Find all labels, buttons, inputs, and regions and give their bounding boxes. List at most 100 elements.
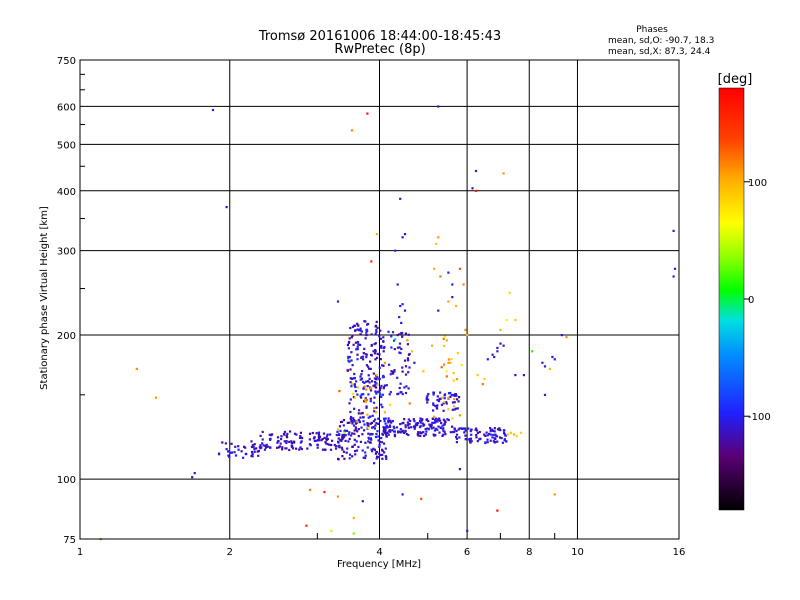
data-point (398, 333, 401, 336)
data-point (242, 456, 245, 459)
data-point (369, 389, 373, 392)
data-point (135, 367, 138, 370)
data-point (348, 421, 351, 424)
data-point (350, 359, 353, 362)
data-point (283, 440, 286, 443)
data-point (385, 384, 388, 387)
data-point (375, 411, 378, 414)
data-point (256, 450, 259, 453)
data-point (427, 428, 430, 431)
data-point (428, 423, 431, 426)
data-point (351, 325, 355, 329)
data-point (360, 373, 363, 376)
data-point (230, 442, 233, 445)
data-point (370, 343, 373, 347)
data-point (380, 395, 383, 398)
data-point (400, 347, 403, 351)
data-point (354, 396, 357, 399)
y-tick-label: 500 (57, 140, 76, 151)
data-point (367, 422, 370, 425)
data-point (502, 172, 505, 175)
data-point (263, 448, 266, 451)
data-point (361, 433, 364, 436)
data-point (437, 418, 440, 421)
data-point (281, 446, 284, 449)
data-point (369, 433, 372, 436)
data-point (295, 447, 298, 450)
data-point (475, 434, 478, 437)
data-point (493, 430, 496, 433)
data-point (373, 427, 376, 430)
data-point (379, 453, 382, 457)
data-point (374, 390, 377, 393)
data-point (383, 384, 386, 387)
data-point (407, 333, 410, 336)
y-tick-label: 200 (57, 331, 76, 342)
y-tick-label: 750 (57, 56, 76, 67)
data-point (508, 291, 511, 294)
data-point (455, 407, 458, 410)
data-point (464, 427, 467, 430)
data-point (366, 446, 369, 449)
data-point (389, 419, 392, 422)
data-point (381, 449, 384, 452)
data-point (455, 436, 458, 439)
data-point (404, 430, 407, 433)
data-point (372, 420, 376, 423)
data-point (410, 426, 413, 429)
data-point (373, 410, 376, 413)
data-point (434, 421, 437, 424)
data-point (321, 438, 324, 441)
data-point (264, 444, 267, 447)
data-point (369, 415, 372, 418)
data-point (368, 381, 371, 384)
data-point (357, 428, 360, 431)
data-point (326, 437, 329, 441)
data-point (355, 449, 359, 452)
data-point (379, 387, 382, 390)
data-point (374, 332, 377, 335)
data-point (364, 320, 367, 323)
data-point (299, 441, 302, 444)
data-point (285, 440, 288, 443)
data-point (344, 434, 347, 437)
data-point (424, 433, 427, 436)
data-point (218, 452, 221, 455)
data-point (476, 374, 479, 377)
data-point (364, 401, 367, 404)
data-point (485, 431, 488, 434)
data-point (401, 366, 404, 369)
data-point (509, 431, 513, 434)
data-point (418, 426, 422, 429)
data-point (357, 329, 360, 332)
data-point (351, 445, 354, 448)
data-point (325, 435, 329, 438)
data-point (401, 236, 404, 239)
data-point (483, 377, 486, 380)
data-point (442, 409, 445, 412)
data-point (376, 430, 379, 433)
data-point (393, 370, 396, 373)
data-point (328, 443, 331, 446)
data-point (372, 401, 376, 404)
data-point (474, 189, 478, 192)
data-point (399, 428, 402, 431)
data-point (350, 434, 353, 437)
data-point (353, 438, 356, 441)
y-tick-label: 75 (63, 535, 76, 546)
data-point (355, 421, 358, 424)
colorbar-tick-label: -100 (748, 412, 771, 423)
data-point (382, 340, 385, 343)
data-point (397, 392, 400, 395)
data-point (340, 420, 344, 423)
data-point (384, 455, 387, 458)
data-point (323, 491, 326, 494)
data-point (364, 441, 367, 444)
data-point (451, 425, 454, 428)
data-point (445, 402, 448, 405)
data-point (375, 433, 378, 436)
data-point (357, 435, 360, 438)
data-point (352, 377, 355, 380)
phase-heading: Phases (636, 25, 668, 35)
data-point (361, 380, 365, 383)
